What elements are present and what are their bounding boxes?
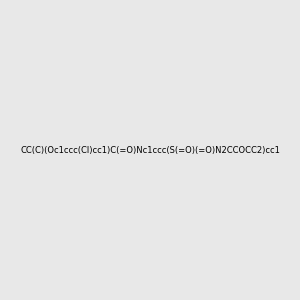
Text: CC(C)(Oc1ccc(Cl)cc1)C(=O)Nc1ccc(S(=O)(=O)N2CCOCC2)cc1: CC(C)(Oc1ccc(Cl)cc1)C(=O)Nc1ccc(S(=O)(=O… (20, 146, 280, 154)
